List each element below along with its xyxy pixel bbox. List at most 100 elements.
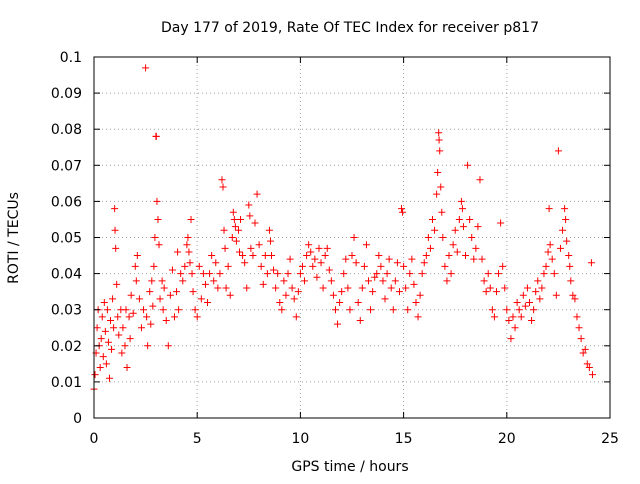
data-point [226, 291, 234, 299]
data-point [488, 306, 496, 314]
data-point [519, 291, 527, 299]
data-point [112, 244, 120, 252]
data-point [315, 244, 323, 252]
data-point [239, 252, 247, 260]
x-tick-label: 25 [601, 431, 619, 447]
data-point [101, 327, 109, 335]
data-point [313, 273, 321, 281]
data-point [509, 313, 517, 321]
data-point [125, 313, 133, 321]
data-point [426, 244, 434, 252]
data-point [420, 259, 428, 267]
data-point [228, 234, 236, 241]
data-point [218, 176, 226, 184]
data-point [458, 205, 466, 213]
data-point [122, 306, 130, 314]
data-point [395, 288, 403, 296]
data-point [451, 226, 459, 234]
data-point [431, 226, 439, 234]
data-point [414, 313, 422, 321]
data-point [307, 248, 315, 256]
data-point [115, 331, 123, 339]
data-point [545, 205, 553, 213]
y-tick-label: 0.06 [51, 194, 82, 210]
data-point [404, 306, 412, 314]
labels: Day 177 of 2019, Rate Of TEC Index for r… [6, 20, 539, 475]
data-point [385, 255, 393, 263]
data-point [408, 255, 416, 263]
y-tick-label: 0.09 [51, 86, 82, 102]
data-point [352, 259, 360, 267]
data-point [540, 270, 548, 278]
data-point [497, 219, 505, 227]
data-point [201, 280, 209, 288]
data-point [587, 259, 595, 267]
data-point [186, 259, 194, 267]
data-point [435, 129, 443, 137]
data-point [311, 255, 319, 263]
data-point [418, 270, 426, 278]
data-point [556, 244, 564, 252]
y-tick-label: 0.01 [51, 375, 82, 391]
data-point [241, 259, 249, 267]
data-point [150, 262, 158, 270]
data-point [329, 291, 337, 299]
data-point [153, 197, 161, 205]
data-point [170, 313, 178, 321]
data-point [104, 338, 112, 346]
data-point [573, 313, 581, 321]
data-point [151, 234, 159, 241]
data-point [140, 306, 148, 314]
data-point [369, 288, 377, 296]
data-point [383, 270, 391, 278]
x-tick-label: 0 [90, 431, 99, 447]
data-point [492, 288, 500, 296]
data-point [511, 324, 519, 332]
data-point [358, 284, 366, 292]
y-tick-label: 0.1 [60, 50, 82, 66]
data-point [402, 284, 410, 292]
data-point [143, 313, 151, 321]
data-point [410, 280, 418, 288]
data-point [334, 320, 342, 328]
data-point [379, 277, 387, 285]
data-point [187, 215, 195, 223]
data-point [583, 360, 591, 368]
data-point [265, 226, 273, 234]
data-point [526, 298, 534, 306]
data-point [93, 324, 101, 332]
data-point [566, 262, 574, 270]
data-point [350, 234, 358, 241]
data-point [121, 342, 129, 350]
data-point [393, 259, 401, 267]
data-point [181, 262, 189, 270]
data-point [503, 306, 511, 314]
data-point [110, 324, 118, 332]
data-point [126, 335, 134, 343]
data-point [113, 280, 121, 288]
data-point [301, 277, 309, 285]
data-point [268, 252, 276, 260]
data-point [280, 277, 288, 285]
data-point [569, 291, 577, 299]
data-point [189, 288, 197, 296]
data-point [147, 320, 155, 328]
data-point [542, 262, 550, 270]
data-point [484, 270, 492, 278]
chart-title: Day 177 of 2019, Rate Of TEC Index for r… [161, 20, 539, 36]
data-point [247, 244, 255, 252]
data-point [212, 259, 220, 267]
data-point [174, 248, 182, 256]
data-point [97, 335, 105, 343]
data-point [548, 255, 556, 263]
data-point [486, 284, 494, 292]
data-point [546, 241, 554, 249]
data-point [230, 215, 238, 223]
data-point [490, 313, 498, 321]
data-point [159, 306, 167, 314]
data-point [342, 255, 350, 263]
data-point [179, 277, 187, 285]
data-point [191, 306, 199, 314]
data-point [455, 215, 463, 223]
